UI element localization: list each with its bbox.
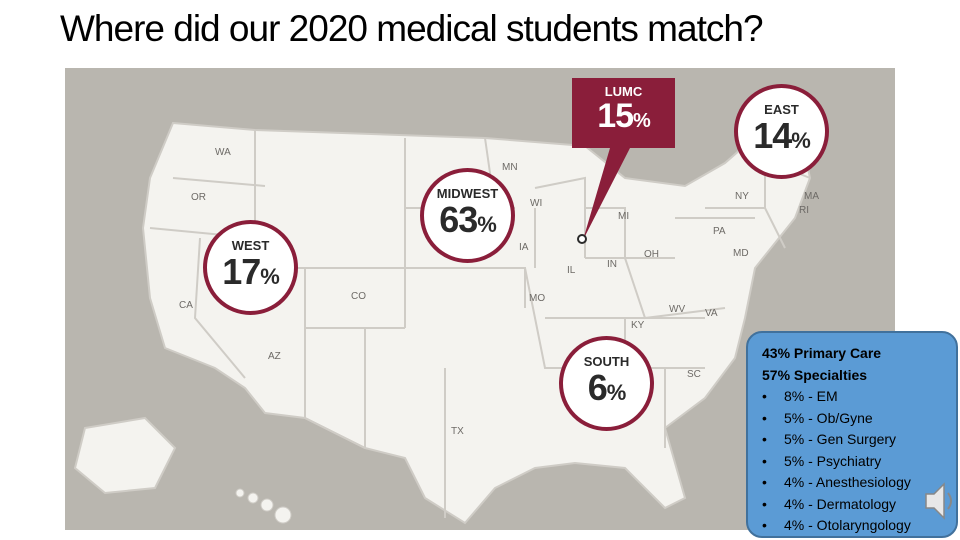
state-label-mo: MO xyxy=(529,293,546,304)
state-label-ia: IA xyxy=(519,242,529,253)
list-item: • 4% - Otolaryngology xyxy=(762,517,911,533)
map-land xyxy=(141,121,812,525)
us-map: WA OR CA AZ CO MN WI MI IA IL IN OH MO K… xyxy=(65,68,895,530)
state-label-in: IN xyxy=(607,259,617,270)
region-south-name: SOUTH xyxy=(583,354,630,369)
slide-title: Where did our 2020 medical students matc… xyxy=(60,8,764,49)
state-label-ma: MA xyxy=(804,191,819,202)
specialty-summary-box: 43% Primary Care 57% Specialties • 8% - E… xyxy=(746,331,958,538)
region-midwest-name: MIDWEST xyxy=(436,186,499,201)
list-item: • 5% - Ob/Gyne xyxy=(762,409,873,426)
state-label-mn: MN xyxy=(502,162,518,173)
audio-speaker-icon[interactable] xyxy=(922,478,956,524)
us-map-shapes xyxy=(73,121,812,525)
state-label-wa: WA xyxy=(215,147,231,158)
state-label-pa: PA xyxy=(713,226,726,237)
list-item: • 5% - Gen Surgery xyxy=(762,431,897,447)
region-east-name: EAST xyxy=(764,102,799,117)
lumc-pointer xyxy=(583,148,630,240)
state-label-ky: KY xyxy=(631,320,645,331)
region-west: WEST 17% xyxy=(203,220,298,315)
specialties-line: 57% Specialties xyxy=(762,366,868,383)
state-label-or: OR xyxy=(191,192,206,203)
state-label-va: VA xyxy=(705,308,718,319)
state-label-wi: WI xyxy=(530,198,543,209)
state-label-ny: NY xyxy=(735,191,749,202)
list-item: • 5% - Psychiatry xyxy=(762,452,882,469)
alaska xyxy=(73,416,177,495)
state-label-tx: TX xyxy=(451,426,464,437)
specialty-list: • 8% - EM • 5% - Ob/Gyne • 5% - Gen Surgery… xyxy=(762,386,956,537)
region-midwest: MIDWEST 63% xyxy=(420,168,515,263)
region-south: SOUTH 6% xyxy=(559,336,654,431)
state-label-mi: MI xyxy=(618,211,630,222)
state-label-wv: WV xyxy=(669,304,686,315)
region-west-pct: 17% xyxy=(222,251,280,292)
hawaii xyxy=(235,488,292,524)
lumc-callout: LUMC 15% xyxy=(572,78,675,148)
state-label-az: AZ xyxy=(268,351,281,362)
lumc-pct: 15% xyxy=(597,97,651,135)
lumc-location-marker xyxy=(577,234,587,244)
region-south-pct: 6% xyxy=(587,367,627,408)
region-east: EAST 14% xyxy=(734,84,829,179)
region-east-pct: 14% xyxy=(753,115,811,156)
list-item: • 4% - Anesthesiology xyxy=(762,474,911,490)
region-west-name: WEST xyxy=(231,238,270,253)
primary-care-line: 43% Primary Care xyxy=(762,345,882,361)
list-item: • 4% - Dermatology xyxy=(762,495,897,512)
state-label-sc: SC xyxy=(687,369,701,380)
state-label-ri: RI xyxy=(799,205,809,216)
state-label-oh: OH xyxy=(644,249,659,260)
state-label-ca: CA xyxy=(179,300,193,311)
state-label-co: CO xyxy=(351,291,366,302)
region-midwest-pct: 63% xyxy=(439,199,497,240)
lumc-name: LUMC xyxy=(604,84,643,99)
list-item: • 8% - EM xyxy=(762,388,838,404)
state-label-il: IL xyxy=(567,265,576,276)
state-label-md: MD xyxy=(733,248,749,259)
